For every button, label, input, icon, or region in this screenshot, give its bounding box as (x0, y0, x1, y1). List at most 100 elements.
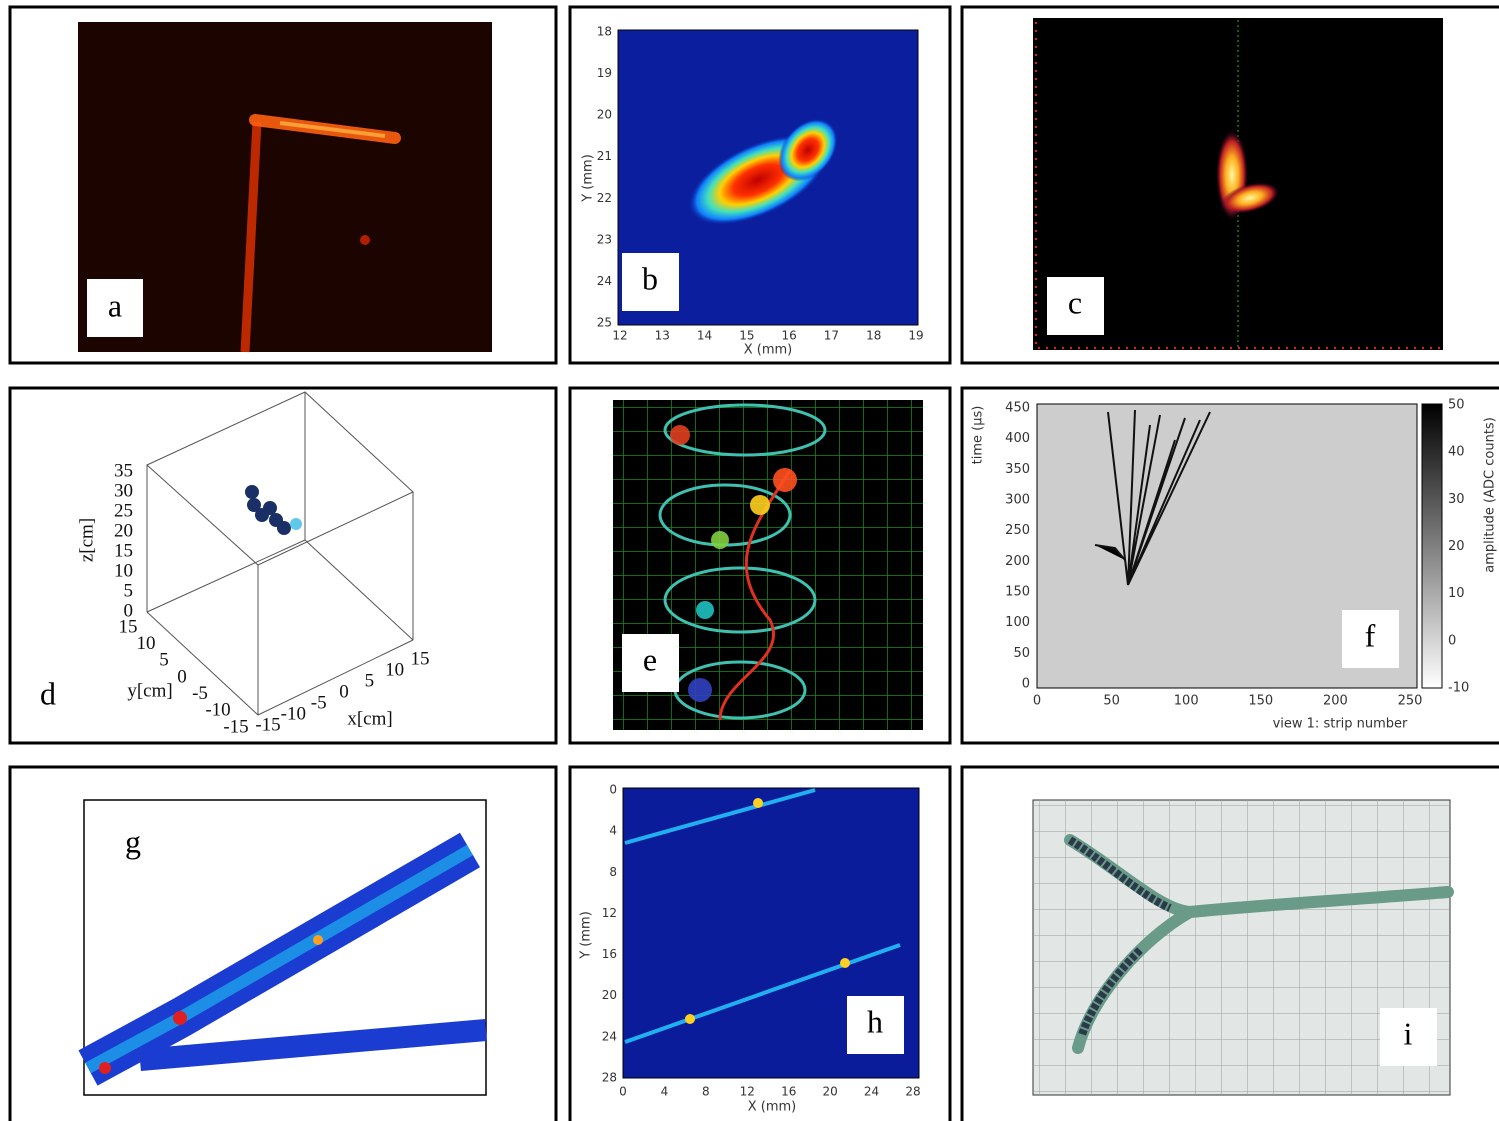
y-axis-tick-label: 19 (597, 66, 612, 80)
y-axis-tick-label: 24 (602, 1029, 617, 1043)
colorbar-tick-label: 40 (1448, 445, 1465, 460)
x-axis-tick-label: 19 (908, 329, 923, 343)
y-axis-tick-label: 18 (597, 25, 612, 39)
x-axis-tick-label: 24 (864, 1085, 879, 1099)
y-axis-tick-label: 20 (602, 988, 617, 1002)
panel-label: g (125, 823, 141, 859)
colorbar-tick-label: 20 (1448, 539, 1465, 554)
decoration (173, 1011, 187, 1025)
decoration (753, 798, 763, 808)
x-axis-tick-label: 12 (612, 329, 627, 343)
x-axis-tick-label: 8 (702, 1085, 710, 1099)
colorbar-title: amplitude (ADC counts) (1483, 417, 1498, 573)
y-axis-tick-label: 22 (597, 191, 612, 205)
z-axis-tick-label: 25 (114, 500, 133, 521)
y-axis-tick-label: 12 (602, 906, 617, 920)
x-axis-tick-label: 10 (385, 659, 404, 680)
y-axis-tick-label: 450 (1005, 401, 1030, 416)
panel-label: c (1068, 284, 1082, 320)
x-axis-tick-label: 4 (661, 1085, 669, 1099)
panel-label: d (40, 675, 56, 711)
y-axis-tick-label: 0 (177, 666, 187, 687)
colorbar-tick-label: -10 (1448, 681, 1469, 696)
y-axis-tick-label: 0 (609, 783, 617, 797)
x-axis-tick-label: -5 (311, 692, 327, 713)
decoration (10, 388, 556, 743)
y-axis-tick-label: 200 (1005, 554, 1030, 569)
x-axis-tick-label: 100 (1174, 694, 1199, 709)
x-axis-tick-label: 0 (1033, 694, 1041, 709)
y-axis-tick-label: 4 (609, 824, 617, 838)
y-axis-tick-label: 50 (1013, 646, 1030, 661)
x-axis-tick-label: 17 (824, 329, 839, 343)
x-axis-tick-label: -10 (281, 703, 306, 724)
decoration (688, 678, 712, 702)
x-axis-tick-label: 18 (866, 329, 881, 343)
y-axis-tick-label: 20 (597, 108, 612, 122)
x-axis-title: X (mm) (748, 1100, 797, 1115)
figure: abcdefghi1213141516171819X (mm)181920212… (0, 0, 1499, 1121)
x-axis-tick-label: 50 (1103, 694, 1120, 709)
x-axis-tick-label: 0 (619, 1085, 627, 1099)
decoration (773, 468, 797, 492)
decoration (685, 1014, 695, 1024)
decoration (290, 518, 302, 530)
x-axis-tick-label: 0 (339, 681, 349, 702)
x-axis-tick-label: 250 (1398, 694, 1423, 709)
x-axis-tick-label: 16 (782, 329, 797, 343)
x-axis-tick-label: 5 (365, 670, 375, 691)
decoration (99, 1062, 111, 1074)
y-axis-tick-label: 10 (137, 633, 156, 654)
decoration (670, 425, 690, 445)
x-axis-tick-label: 200 (1323, 694, 1348, 709)
decoration (277, 521, 291, 535)
x-axis-tick-label: 13 (655, 329, 670, 343)
z-axis-tick-label: 5 (124, 580, 134, 601)
y-axis-tick-label: 23 (597, 232, 612, 246)
z-axis-tick-label: 0 (124, 600, 134, 621)
decoration (696, 601, 714, 619)
y-axis-tick-label: 28 (602, 1071, 617, 1085)
decoration (750, 495, 770, 515)
x-axis-tick-label: 16 (781, 1085, 796, 1099)
decoration (360, 235, 370, 245)
y-axis-tick-label: 16 (602, 947, 617, 961)
y-axis-tick-label: 0 (1022, 677, 1030, 692)
z-axis-title: z[cm] (76, 518, 97, 562)
y-axis-tick-label: 350 (1005, 462, 1030, 477)
y-axis-tick-label: -15 (223, 716, 248, 737)
y-axis-tick-label: 150 (1005, 585, 1030, 600)
z-axis-tick-label: 10 (114, 560, 133, 581)
page: html,body{margin:0;padding:0;background:… (0, 0, 1499, 1121)
decoration (1422, 404, 1442, 688)
x-axis-title: X (mm) (744, 343, 793, 358)
z-axis-tick-label: 35 (114, 460, 133, 481)
decoration (711, 531, 729, 549)
panel-label: e (643, 641, 657, 677)
x-axis-tick-label: 28 (905, 1085, 920, 1099)
panel-label: b (642, 260, 658, 296)
x-axis-tick-label: -15 (255, 714, 280, 735)
y-axis-tick-label: 300 (1005, 493, 1030, 508)
x-axis-tick-label: 15 (411, 648, 430, 669)
body: {"panels":[ {"label":"a"}, {"label":"b",… (0, 0, 1499, 1121)
panel-label: h (867, 1003, 883, 1039)
colorbar-tick-label: 10 (1448, 586, 1465, 601)
panel-label: f (1365, 617, 1376, 653)
x-axis-title: x[cm] (347, 708, 392, 729)
colorbar-tick-label: 0 (1448, 633, 1456, 648)
y-axis-tick-label: 400 (1005, 431, 1030, 446)
decoration (313, 935, 323, 945)
y-axis-tick-label: 25 (597, 316, 612, 330)
decoration (263, 501, 277, 515)
y-axis-tick-label: 8 (609, 865, 617, 879)
y-axis-tick-label: 21 (597, 149, 612, 163)
y-axis-title: Y (mm) (579, 911, 594, 960)
x-axis-tick-label: 15 (739, 329, 754, 343)
panel-label: a (108, 287, 122, 323)
y-axis-title: y[cm] (127, 680, 172, 701)
x-axis-tick-label: 12 (740, 1085, 755, 1099)
y-axis-tick-label: 250 (1005, 523, 1030, 538)
x-axis-title: view 1: strip number (1273, 717, 1408, 732)
decoration (840, 958, 850, 968)
